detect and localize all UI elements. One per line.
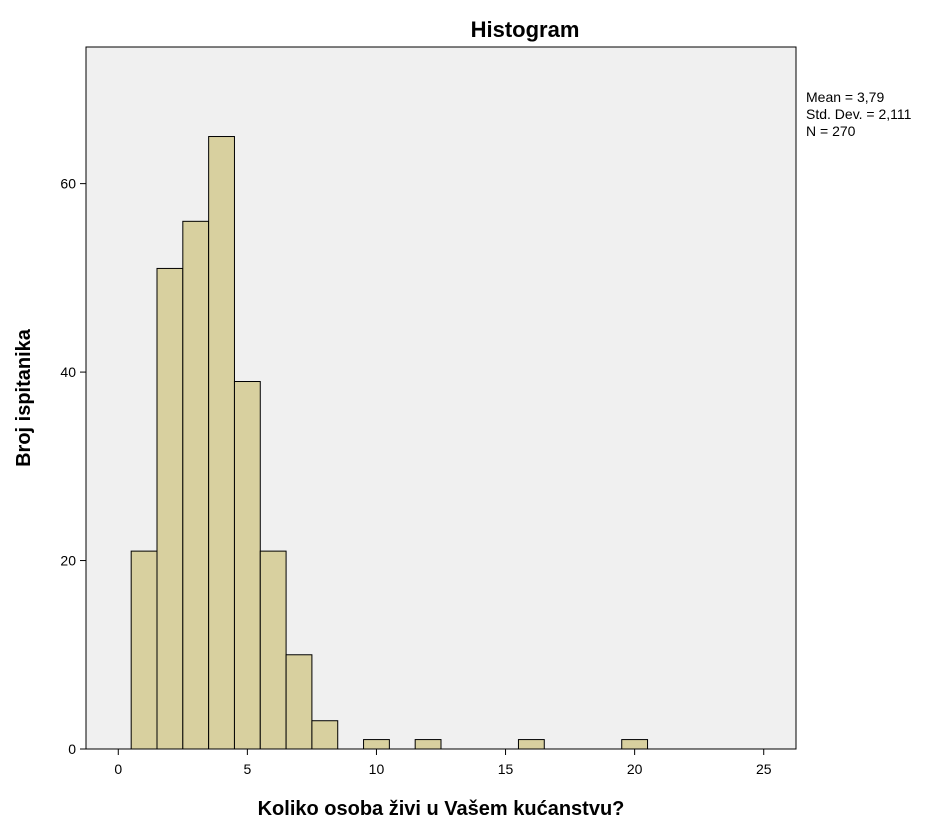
histogram-bar-5 xyxy=(233,381,261,750)
histogram-bars xyxy=(130,136,649,750)
y-tick-label-2: 40 xyxy=(60,364,76,380)
y-axis-label: Broj ispitanika xyxy=(13,328,35,467)
histogram-bar-12 xyxy=(621,739,649,750)
chart-title: Histogram xyxy=(471,17,580,42)
y-axis-ticks: 0 20 40 60 xyxy=(60,176,86,757)
histogram-bar-4 xyxy=(208,136,235,750)
histogram-bar-7 xyxy=(285,654,313,750)
histogram-bar-3 xyxy=(182,220,210,750)
histogram-bar-11 xyxy=(517,739,545,750)
histogram-bar-10 xyxy=(414,739,442,750)
x-axis-ticks: 0 5 10 15 20 25 xyxy=(114,749,772,777)
x-tick-label-0: 0 xyxy=(114,761,122,777)
x-tick-label-4: 20 xyxy=(627,761,643,777)
y-tick-label-1: 20 xyxy=(60,553,76,569)
x-tick-label-2: 10 xyxy=(369,761,385,777)
stat-std-dev: Std. Dev. = 2,111 xyxy=(806,106,912,122)
stat-n: N = 270 xyxy=(806,123,856,139)
histogram-bar-1 xyxy=(130,550,158,750)
histogram-bar-9 xyxy=(363,739,390,750)
y-tick-label-3: 60 xyxy=(60,176,76,192)
x-tick-label-3: 15 xyxy=(498,761,514,777)
histogram-bar-6 xyxy=(259,550,287,750)
x-tick-label-5: 25 xyxy=(756,761,772,777)
x-axis-label: Koliko osoba živi u Vašem kućanstvu? xyxy=(258,798,625,820)
stat-mean: Mean = 3,79 xyxy=(806,89,884,105)
histogram-bar-2 xyxy=(156,267,184,750)
x-tick-label-1: 5 xyxy=(243,761,251,777)
histogram-bar-8 xyxy=(311,720,339,750)
y-tick-label-0: 0 xyxy=(68,741,76,757)
